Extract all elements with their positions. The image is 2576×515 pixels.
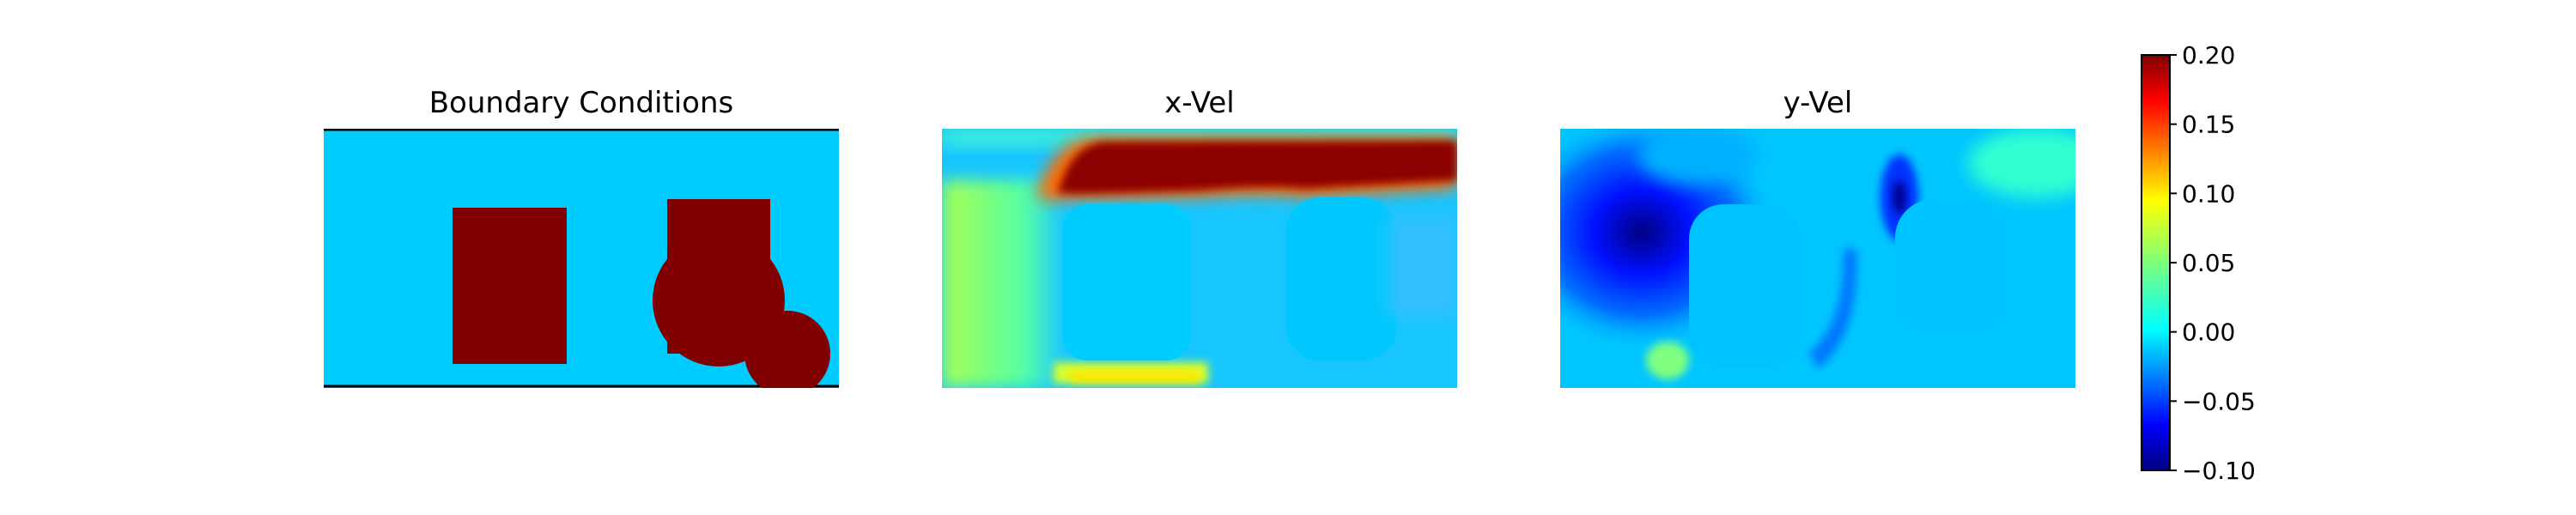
y-vel-obstacle-1 bbox=[1689, 204, 1801, 367]
colorbar-tick-label: 0.00 bbox=[2182, 318, 2235, 347]
y-vel-obstacle-2 bbox=[1895, 199, 2007, 336]
x-vel-obstacle-2 bbox=[1285, 197, 1397, 360]
panel-title-boundary-conditions: Boundary Conditions bbox=[428, 86, 734, 120]
colorbar-tick-label: −0.10 bbox=[2182, 457, 2256, 485]
x-velocity-field bbox=[942, 129, 1457, 388]
x-vel-bottom-jet-core bbox=[1071, 371, 1200, 383]
y-vel-upwash-bottom-left bbox=[1646, 342, 1689, 379]
colorbar-tick-label: 0.15 bbox=[2182, 111, 2235, 139]
y-vel-upwash-top-right bbox=[1968, 129, 2075, 197]
boundary-conditions-map bbox=[324, 129, 839, 388]
y-velocity-field bbox=[1560, 129, 2075, 388]
x-vel-obstacle-1 bbox=[1062, 204, 1191, 360]
obstacle-circle-2 bbox=[744, 311, 830, 388]
y-vel-top-mid bbox=[1637, 129, 1758, 185]
panel-title-x-vel: x-Vel bbox=[1164, 86, 1235, 120]
obstacle-rectangle-1 bbox=[453, 208, 567, 364]
boundary-conditions-svg bbox=[324, 129, 839, 388]
colorbar-gradient bbox=[2141, 54, 2171, 471]
y-velocity-svg bbox=[1560, 129, 2075, 388]
x-velocity-svg bbox=[942, 129, 1457, 388]
x-vel-wake bbox=[1388, 215, 1457, 318]
x-vel-jet-core bbox=[1058, 141, 1457, 194]
colorbar-tick-label: 0.05 bbox=[2182, 249, 2235, 277]
y-vel-downwash bbox=[1809, 249, 1857, 369]
colorbar-tick-label: 0.20 bbox=[2182, 41, 2235, 70]
x-vel-inflow-band bbox=[942, 180, 1062, 388]
colorbar-ticks: 0.20 0.15 0.10 0.05 0.00 −0.05 −0.10 bbox=[2170, 41, 2256, 485]
y-vel-vortex-right-core bbox=[1893, 180, 1906, 215]
obstacles bbox=[453, 199, 830, 388]
colorbar-tick-label: 0.10 bbox=[2182, 179, 2235, 208]
colorbar-tick-label: −0.05 bbox=[2182, 387, 2256, 415]
panel-title-y-vel: y-Vel bbox=[1783, 86, 1853, 120]
